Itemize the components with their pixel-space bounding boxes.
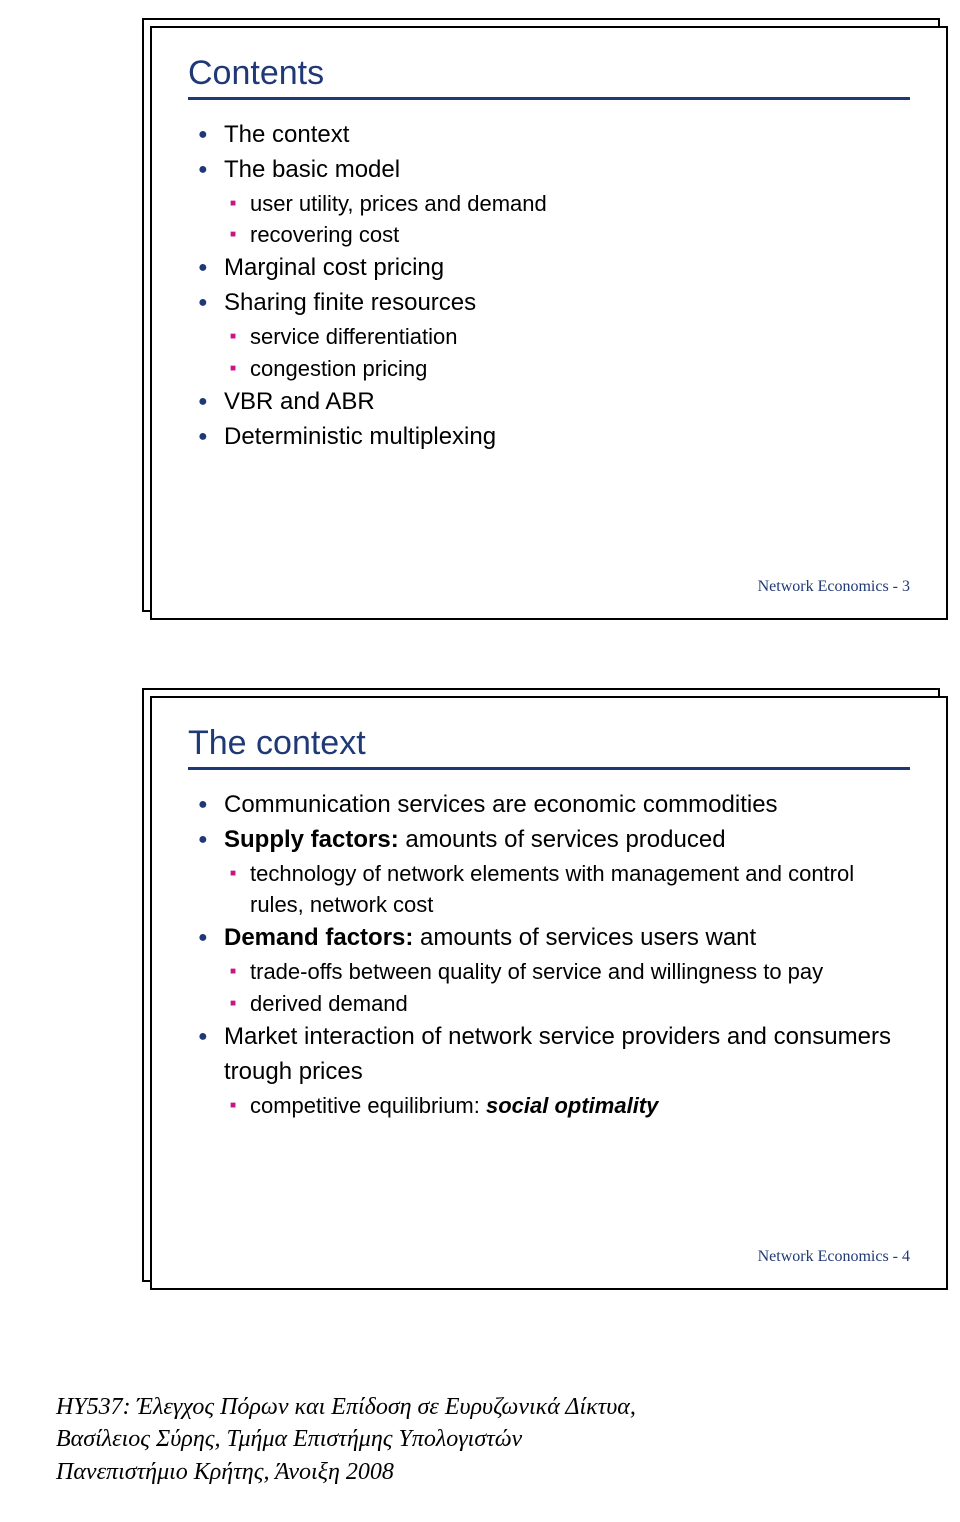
list-item: congestion pricing — [188, 353, 910, 385]
slide1-inner: Contents The contextThe basic modeluser … — [150, 26, 948, 620]
footer-line1: HY537: Έλεγχος Πόρων και Επίδοση σε Ευρυ… — [56, 1391, 636, 1423]
page-footer: HY537: Έλεγχος Πόρων και Επίδοση σε Ευρυ… — [56, 1391, 636, 1488]
slide1-pagenum: Network Economics - 3 — [758, 578, 910, 596]
list-item: recovering cost — [188, 219, 910, 251]
list-item: Sharing finite resources — [188, 286, 910, 321]
list-item: The context — [188, 118, 910, 153]
list-item: competitive equilibrium: social optimali… — [188, 1090, 910, 1122]
footer-line3: Πανεπιστήμιο Κρήτης, Άνοιξη 2008 — [56, 1456, 636, 1488]
footer-line2: Βασίλειος Σύρης, Τμήμα Επιστήμης Υπολογι… — [56, 1423, 636, 1455]
list-item: user utility, prices and demand — [188, 188, 910, 220]
slide2-title: The context — [188, 724, 366, 762]
list-item: derived demand — [188, 988, 910, 1020]
list-item: Marginal cost pricing — [188, 251, 910, 286]
list-item: Supply factors: amounts of services prod… — [188, 823, 910, 858]
slide2-inner: The context Communication services are e… — [150, 696, 948, 1290]
list-item: Market interaction of network service pr… — [188, 1020, 910, 1090]
slide2-bullets: Communication services are economic comm… — [188, 788, 910, 1121]
slide2-pagenum: Network Economics - 4 — [758, 1248, 910, 1266]
list-item: VBR and ABR — [188, 385, 910, 420]
slide1-title: Contents — [188, 54, 324, 92]
list-item: Deterministic multiplexing — [188, 420, 910, 455]
list-item: Communication services are economic comm… — [188, 788, 910, 823]
list-item: The basic model — [188, 153, 910, 188]
list-item: Demand factors: amounts of services user… — [188, 921, 910, 956]
list-item: trade-offs between quality of service an… — [188, 956, 910, 988]
slide1-bullets: The contextThe basic modeluser utility, … — [188, 118, 910, 454]
list-item: technology of network elements with mana… — [188, 858, 910, 922]
list-item: service differentiation — [188, 321, 910, 353]
